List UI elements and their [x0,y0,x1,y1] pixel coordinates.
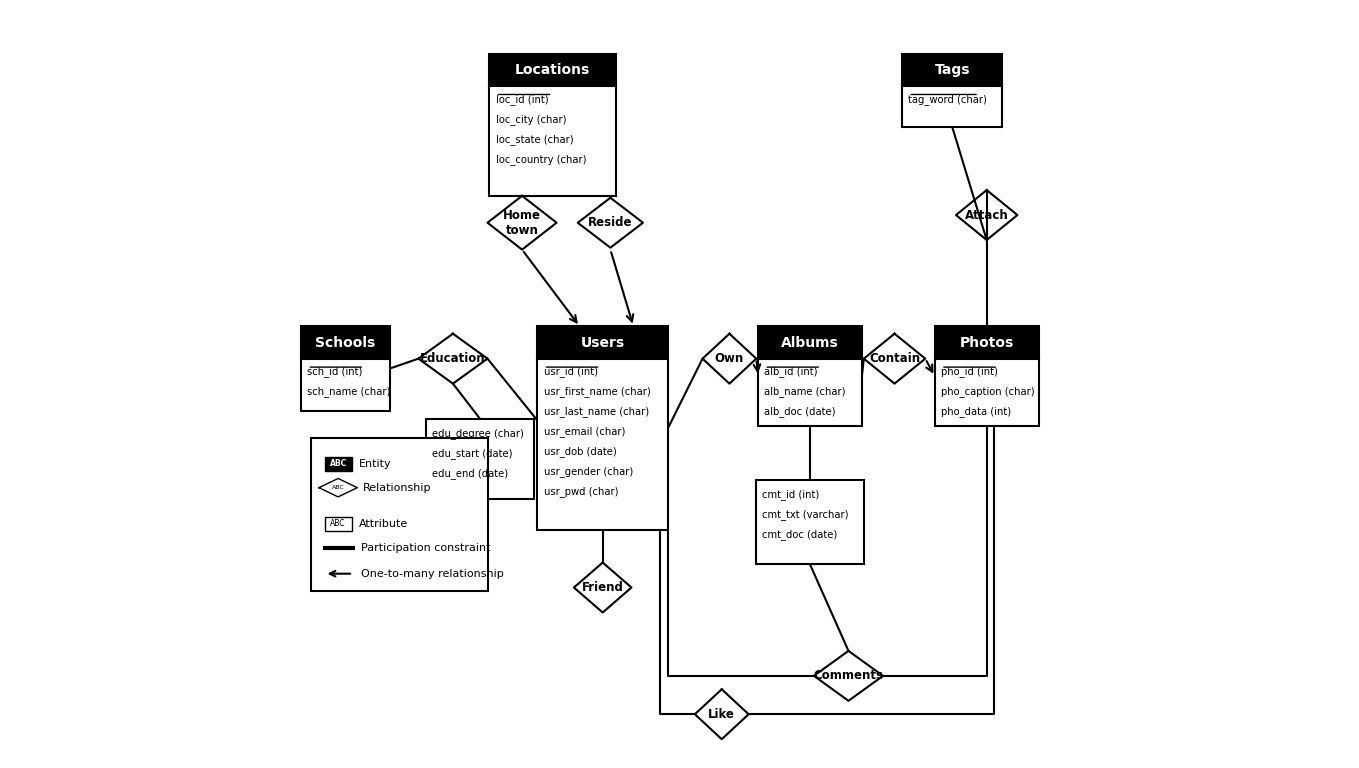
Bar [537,326,669,359]
Text: usr_pwd (char): usr_pwd (char) [544,486,618,497]
Polygon shape [419,334,488,384]
Text: Albums: Albums [781,336,839,349]
Text: Like: Like [708,708,735,720]
Text: loc_state (char): loc_state (char) [496,134,573,144]
Text: alb_id (int): alb_id (int) [764,366,818,377]
Bar [757,480,864,564]
Text: ABC: ABC [329,459,347,468]
Text: Own: Own [715,353,743,365]
Bar [302,359,390,411]
Text: pho_id (int): pho_id (int) [940,366,998,377]
Bar [325,517,352,531]
Bar [935,359,1038,426]
Text: Photos: Photos [959,336,1014,349]
Text: Relationship: Relationship [363,482,431,493]
Text: ABC: ABC [332,485,344,490]
Text: alb_doc (date): alb_doc (date) [764,406,836,417]
Text: Entity: Entity [359,458,391,469]
Bar [489,86,616,196]
Polygon shape [814,651,883,700]
Text: Contain: Contain [868,353,920,365]
Bar [758,359,862,426]
Text: usr_id (int): usr_id (int) [544,366,598,377]
Text: edu_start (date): edu_start (date) [432,448,512,458]
Text: edu_degree (char): edu_degree (char) [432,428,525,439]
Text: usr_email (char): usr_email (char) [544,426,625,437]
Text: pho_caption (char): pho_caption (char) [940,386,1034,397]
Text: cmt_txt (varchar): cmt_txt (varchar) [762,509,849,520]
Text: One-to-many relationship: One-to-many relationship [360,568,504,579]
Text: loc_id (int): loc_id (int) [496,94,548,104]
Text: usr_first_name (char): usr_first_name (char) [544,386,651,397]
Bar [902,54,1002,86]
Text: Education: Education [420,353,485,365]
Polygon shape [319,478,357,497]
Polygon shape [578,198,643,248]
Text: Locations: Locations [515,63,590,77]
Bar [537,359,669,530]
Bar [758,326,862,359]
Text: loc_city (char): loc_city (char) [496,114,567,124]
Bar [325,457,352,471]
Text: cmt_id (int): cmt_id (int) [762,489,819,500]
Text: loc_country (char): loc_country (char) [496,154,586,164]
Text: sch_name (char): sch_name (char) [307,386,391,397]
Text: alb_name (char): alb_name (char) [764,386,845,397]
Text: Participation constraint: Participation constraint [360,542,491,553]
Polygon shape [573,562,632,613]
Text: ABC: ABC [330,519,347,528]
Text: Users: Users [580,336,625,349]
Polygon shape [703,334,757,384]
Text: usr_dob (date): usr_dob (date) [544,446,617,457]
Polygon shape [864,334,925,384]
Text: sch_id (int): sch_id (int) [307,366,363,377]
Text: Comments: Comments [814,670,883,682]
Polygon shape [488,196,557,250]
Text: Home
town: Home town [503,209,541,237]
Text: cmt_doc (date): cmt_doc (date) [762,529,837,540]
Text: tag_word (char): tag_word (char) [908,94,987,104]
Text: Reside: Reside [588,217,633,229]
Bar [902,86,1002,127]
Text: Tags: Tags [935,63,970,77]
Bar [427,419,534,499]
Bar [311,438,488,591]
Bar [302,326,390,359]
Bar [935,326,1038,359]
Text: pho_data (int): pho_data (int) [940,406,1011,417]
Bar [489,54,616,86]
Text: Attach: Attach [965,209,1008,221]
Text: usr_last_name (char): usr_last_name (char) [544,406,648,417]
Text: Friend: Friend [582,581,624,594]
Polygon shape [694,690,749,739]
Text: edu_end (date): edu_end (date) [432,468,508,478]
Text: Attribute: Attribute [359,518,409,529]
Text: Schools: Schools [315,336,375,349]
Text: usr_gender (char): usr_gender (char) [544,466,633,477]
Polygon shape [955,190,1018,240]
